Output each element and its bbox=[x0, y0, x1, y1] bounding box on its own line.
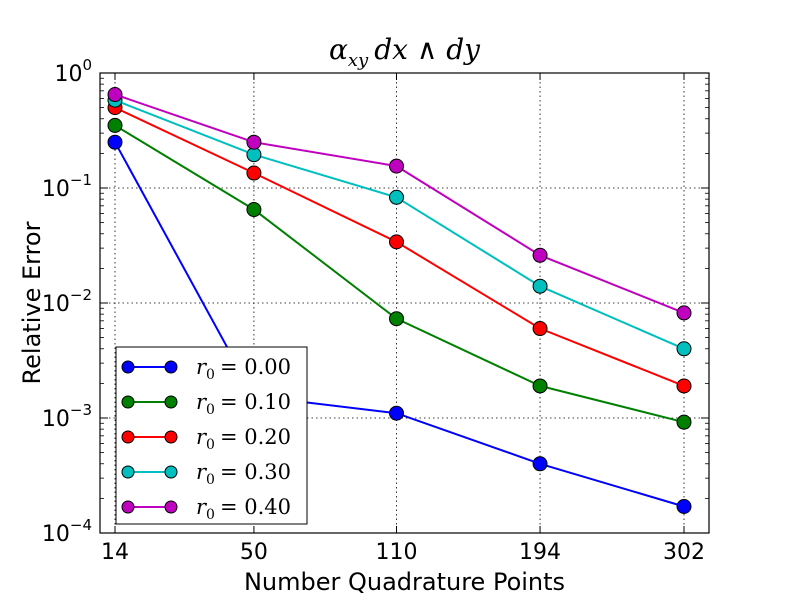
legend-label: r0 = 0.00 bbox=[196, 355, 291, 383]
y-tick-label: 10−4 bbox=[42, 516, 92, 547]
chart-title: αxy dx ∧ dy bbox=[329, 33, 481, 71]
x-tick-label: 50 bbox=[240, 540, 268, 565]
series-1 bbox=[107, 117, 692, 430]
data-point bbox=[676, 414, 692, 430]
legend-item: r0 = 0.40 bbox=[121, 495, 291, 523]
x-tick-label: 14 bbox=[101, 540, 129, 565]
data-point bbox=[107, 87, 123, 103]
legend-marker bbox=[164, 465, 178, 479]
legend-label: r0 = 0.20 bbox=[196, 425, 291, 453]
x-axis-label: Number Quadrature Points bbox=[244, 568, 565, 596]
legend-item: r0 = 0.00 bbox=[121, 355, 291, 383]
data-point bbox=[532, 247, 548, 263]
series-3 bbox=[107, 92, 692, 357]
legend-marker bbox=[164, 500, 178, 514]
legend-marker bbox=[164, 395, 178, 409]
legend-label: r0 = 0.10 bbox=[196, 390, 291, 418]
legend-box bbox=[115, 346, 308, 525]
legend: r0 = 0.00 r0 = 0.10 r0 = 0.20 r0 = 0.30 r0 = 0.40 bbox=[115, 346, 308, 525]
data-point bbox=[389, 311, 405, 327]
data-point bbox=[676, 341, 692, 357]
series-layer bbox=[107, 87, 692, 514]
y-axis-label: Relative Error bbox=[18, 221, 46, 384]
y-tick-label: 10−1 bbox=[42, 171, 92, 202]
legend-marker bbox=[164, 360, 178, 374]
data-point bbox=[246, 134, 262, 150]
legend-marker bbox=[121, 465, 135, 479]
data-point bbox=[389, 189, 405, 205]
legend-marker bbox=[121, 360, 135, 374]
data-point bbox=[246, 147, 262, 163]
axis-ticks: 14 50 110 194 302 100 10−1 10−2 10−3 10−4 bbox=[42, 56, 709, 565]
data-point bbox=[246, 202, 262, 218]
legend-item: r0 = 0.20 bbox=[121, 425, 291, 453]
legend-marker bbox=[121, 500, 135, 514]
data-point bbox=[532, 456, 548, 472]
legend-label: r0 = 0.40 bbox=[196, 495, 291, 523]
data-point bbox=[389, 158, 405, 174]
data-point bbox=[532, 378, 548, 394]
data-point bbox=[532, 278, 548, 294]
data-point bbox=[107, 134, 123, 150]
y-tick-label: 100 bbox=[54, 56, 92, 87]
x-tick-label: 302 bbox=[663, 540, 705, 565]
data-point bbox=[389, 234, 405, 250]
x-tick-label: 194 bbox=[519, 540, 561, 565]
data-point bbox=[107, 117, 123, 133]
legend-marker bbox=[164, 430, 178, 444]
legend-item: r0 = 0.10 bbox=[121, 390, 291, 418]
data-point bbox=[676, 378, 692, 394]
x-tick-label: 110 bbox=[376, 540, 418, 565]
legend-item: r0 = 0.30 bbox=[121, 460, 291, 488]
data-point bbox=[389, 405, 405, 421]
data-point bbox=[676, 305, 692, 321]
data-point bbox=[676, 498, 692, 514]
series-line bbox=[114, 99, 685, 350]
y-tick-label: 10−3 bbox=[42, 401, 92, 432]
y-tick-label: 10−2 bbox=[42, 286, 92, 317]
data-point bbox=[246, 165, 262, 181]
legend-marker bbox=[121, 395, 135, 409]
series-4 bbox=[107, 87, 692, 321]
legend-marker bbox=[121, 430, 135, 444]
data-point bbox=[532, 321, 548, 337]
legend-label: r0 = 0.30 bbox=[196, 460, 291, 488]
